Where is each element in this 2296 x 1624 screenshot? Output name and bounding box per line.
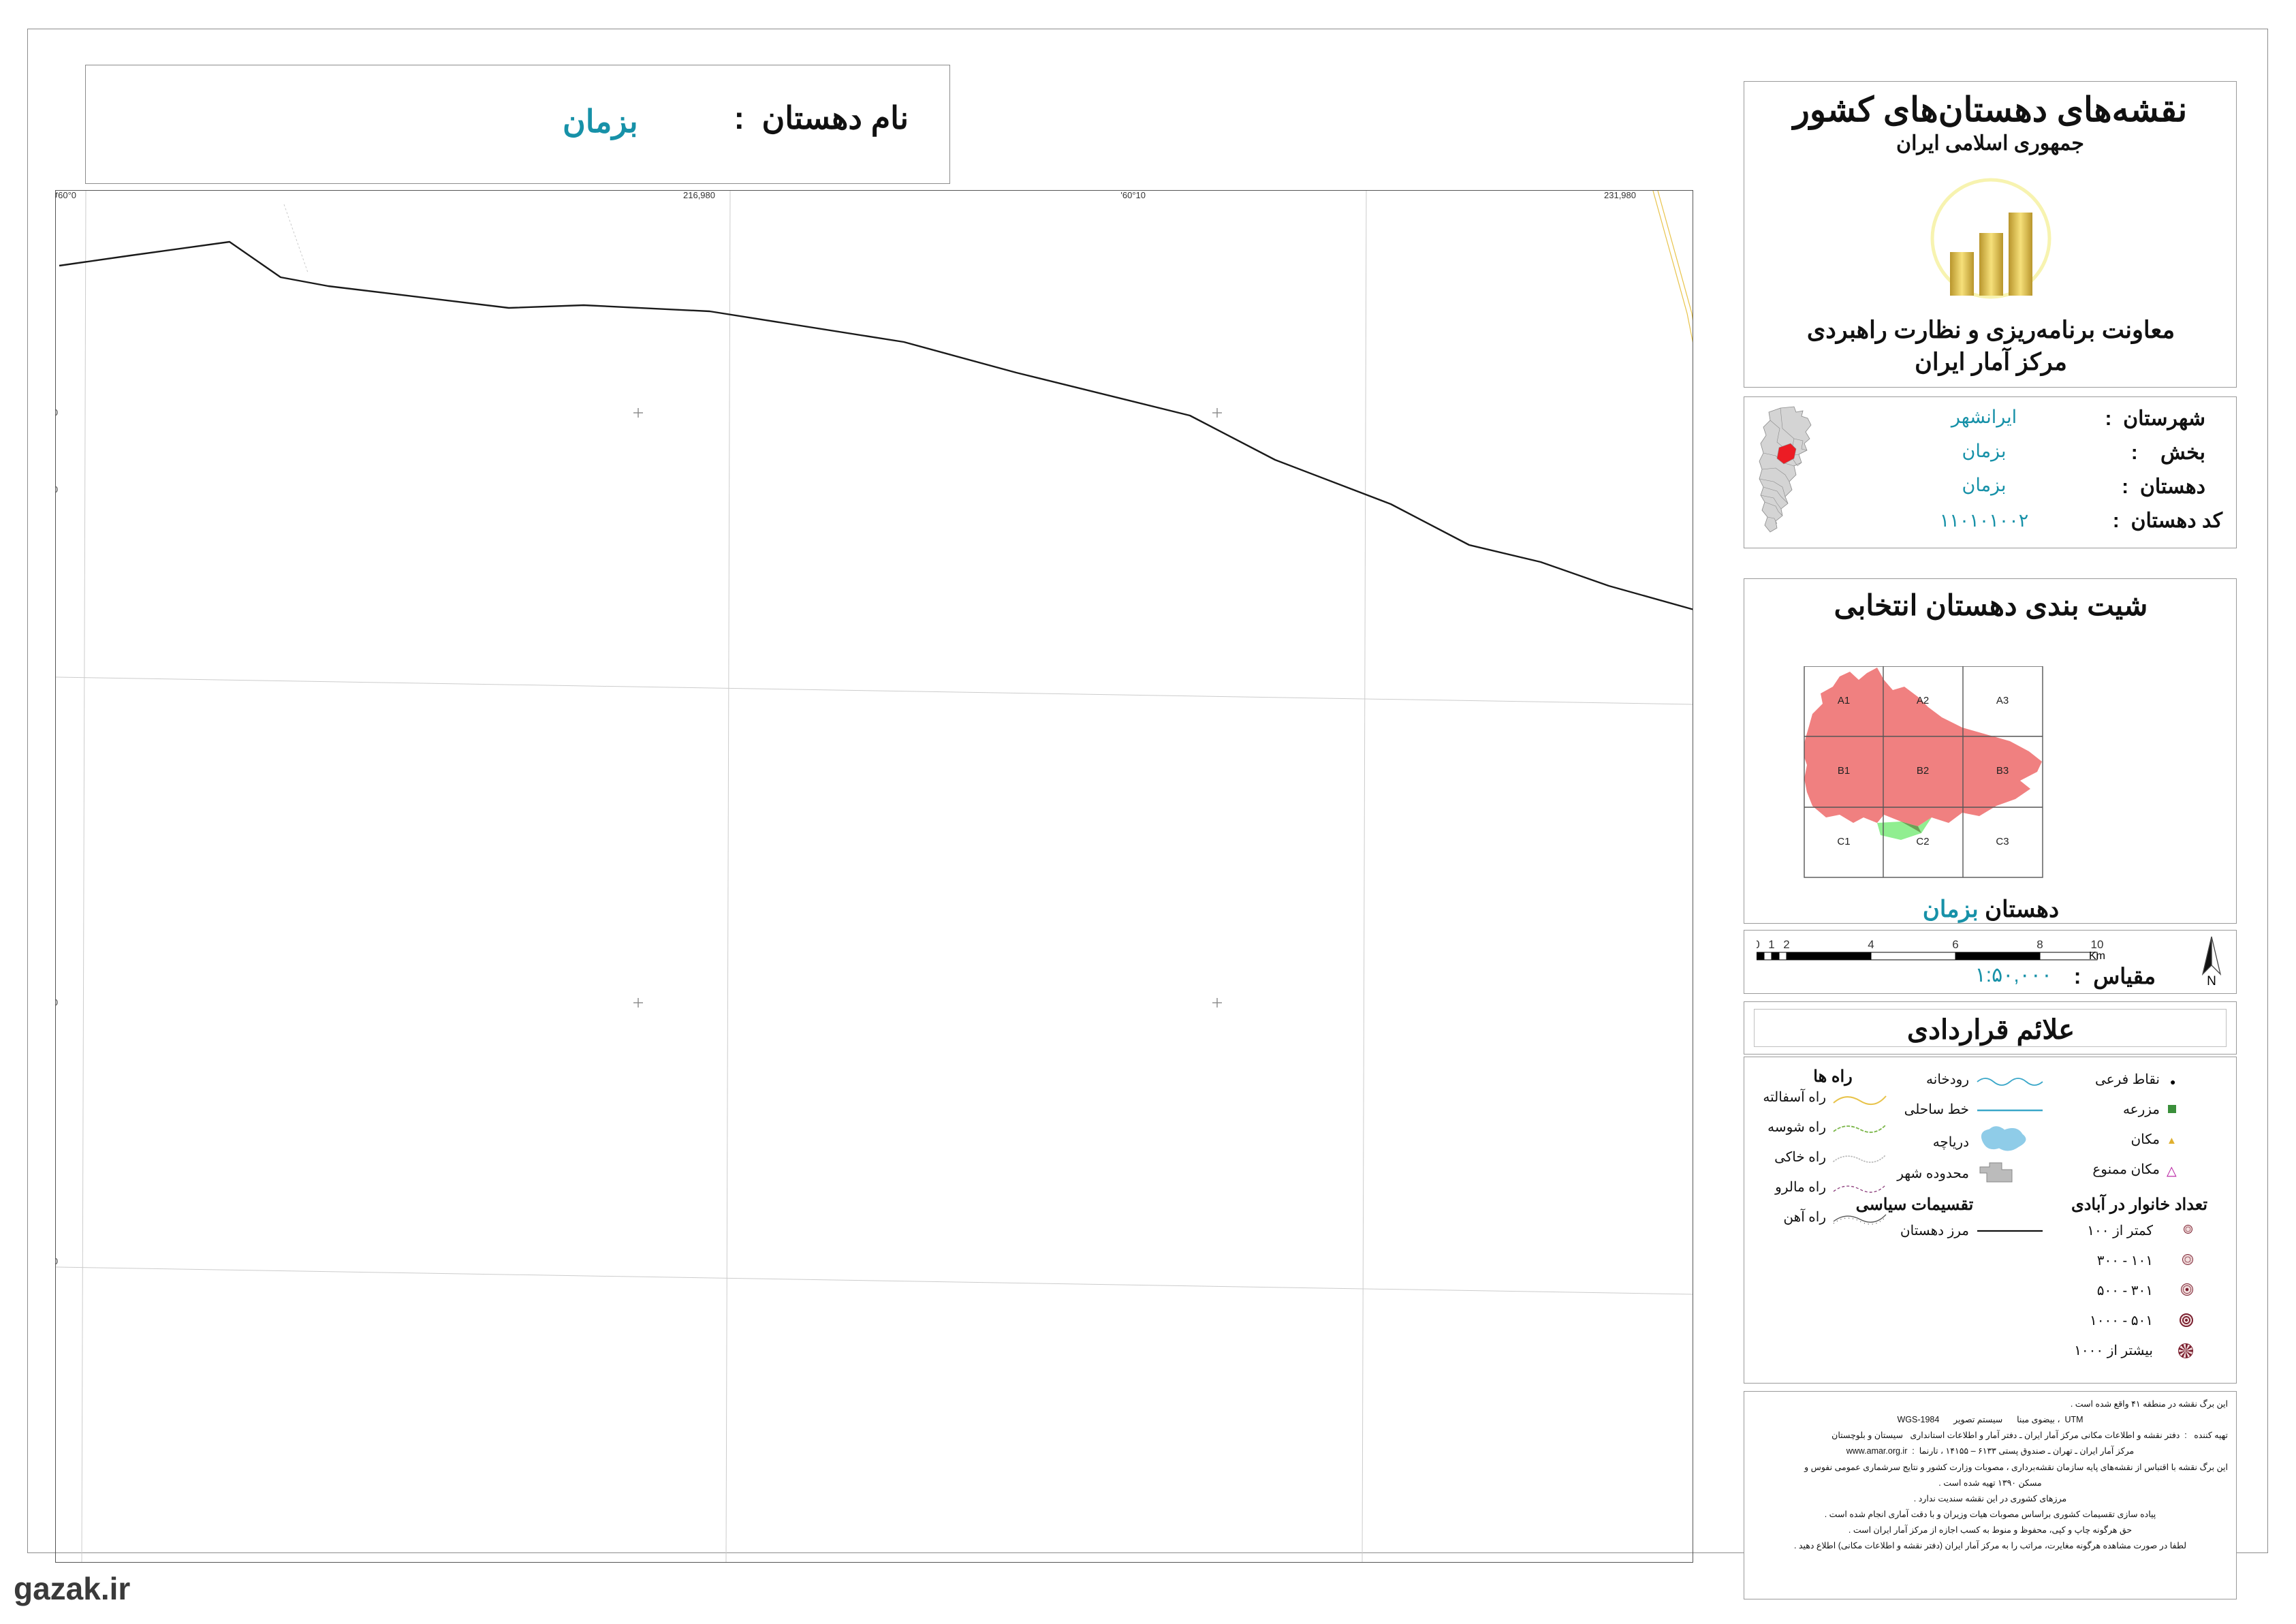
- svg-text:B2: B2: [1917, 765, 1929, 777]
- svg-text:3,034,000: 3,034,000: [56, 407, 58, 418]
- svg-text:A3: A3: [1996, 695, 2009, 706]
- svg-text:N: N: [2207, 974, 2216, 988]
- svg-text:B3: B3: [1996, 765, 2009, 777]
- svg-text:27°10': 27°10': [56, 1256, 58, 1266]
- svg-text:27°20': 27°20': [56, 484, 58, 495]
- svg-text:0: 0: [1757, 938, 1760, 951]
- svg-text:2: 2: [1783, 938, 1789, 951]
- svg-text:10: 10: [2091, 938, 2104, 951]
- svg-text:A1: A1: [1838, 695, 1850, 706]
- svg-text:4: 4: [1868, 938, 1874, 951]
- svg-text:60°10': 60°10': [1120, 191, 1146, 200]
- svg-text:6: 6: [1952, 938, 1958, 951]
- svg-text:231,980: 231,980: [1604, 191, 1636, 200]
- svg-text:8: 8: [2036, 938, 2043, 951]
- svg-text:A2: A2: [1917, 695, 1929, 706]
- svg-text:60°0': 60°0': [57, 191, 76, 200]
- svg-text:B1: B1: [1838, 765, 1850, 777]
- svg-text:C2: C2: [1916, 836, 1929, 847]
- svg-text:3,019,000: 3,019,000: [56, 997, 58, 1008]
- svg-text:C3: C3: [1996, 836, 2009, 847]
- svg-text:C1: C1: [1837, 836, 1850, 847]
- svg-text:1: 1: [1768, 938, 1774, 951]
- svg-text:216,980: 216,980: [683, 191, 715, 200]
- svg-text:Km: Km: [2089, 950, 2105, 962]
